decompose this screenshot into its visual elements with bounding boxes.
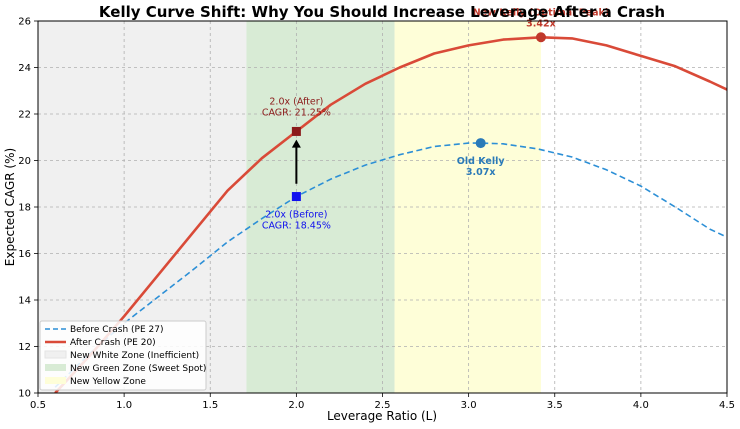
y-tick-label: 16 xyxy=(18,249,31,260)
legend-label-before-crash: Before Crash (PE 27) xyxy=(70,325,164,335)
y-tick-label: 12 xyxy=(18,342,31,353)
x-tick-label: 4.5 xyxy=(719,400,735,411)
y-tick-label: 14 xyxy=(18,296,31,307)
legend-swatch-white-zone xyxy=(44,350,67,359)
y-tick-label: 26 xyxy=(18,17,31,28)
legend: Before Crash (PE 27) After Crash (PE 20)… xyxy=(39,320,207,391)
x-tick-label: 4.0 xyxy=(633,400,649,411)
y-tick-label: 20 xyxy=(18,156,31,167)
marker-label-2: Old Kelly xyxy=(457,156,506,167)
x-tick-label: 0.5 xyxy=(30,400,46,411)
legend-swatch-green-zone xyxy=(45,364,66,371)
x-tick-label: 1.0 xyxy=(116,400,132,411)
marker-layer: 2.0x (After)CAGR: 21.25% 2.0x (Before)CAG… xyxy=(262,7,609,231)
legend-label-green-zone: New Green Zone (Sweet Spot) xyxy=(70,364,206,374)
x-tick-label: 3.5 xyxy=(547,400,563,411)
series-layer xyxy=(54,35,727,393)
y-tick-label: 22 xyxy=(18,110,31,121)
marker-label-1: 2.0x (Before) xyxy=(265,210,327,221)
legend-label-white-zone: New White Zone (Inefficient) xyxy=(70,351,199,361)
x-tick-label: 1.5 xyxy=(202,400,218,411)
chart-title: Kelly Curve Shift: Why You Should Increa… xyxy=(99,3,665,21)
marker-value-label-0: CAGR: 21.25% xyxy=(262,107,331,118)
marker-value-label-1: CAGR: 18.45% xyxy=(262,221,331,232)
legend-label-yellow-zone: New Yellow Zone xyxy=(70,377,146,387)
legend-swatch-yellow-zone xyxy=(45,377,66,384)
x-tick-label: 3.0 xyxy=(461,400,477,411)
marker-value-label-2: 3.07x xyxy=(466,167,496,178)
marker-label-0: 2.0x (After) xyxy=(269,96,323,107)
marker-label-3: New Kelly (Optimal Peak) xyxy=(473,7,610,18)
marker-square-1 xyxy=(291,192,301,202)
x-tick-label: 2.5 xyxy=(375,400,391,411)
marker-circle-3 xyxy=(535,32,546,43)
legend-box xyxy=(39,320,207,391)
marker-circle-2 xyxy=(475,138,486,149)
y-axis-title: Expected CAGR (%) xyxy=(3,148,17,266)
shift-arrow-head xyxy=(291,139,301,148)
x-axis-title: Leverage Ratio (L) xyxy=(327,409,437,423)
series-line-after-crash xyxy=(54,35,727,393)
legend-label-after-crash: After Crash (PE 20) xyxy=(70,338,156,348)
y-tick-label: 10 xyxy=(18,389,31,400)
tick-layer: 0.5 1.0 1.5 2.0 2.5 3.0 3.5 4.0 4.5 10 12 14 16 18 20 2… xyxy=(18,17,735,412)
y-tick-label: 18 xyxy=(18,203,31,214)
series-line-before-crash xyxy=(54,142,727,388)
marker-square-0 xyxy=(291,126,301,136)
x-tick-label: 2.0 xyxy=(288,400,304,411)
marker-value-label-3: 3.42x xyxy=(526,18,556,29)
y-tick-label: 24 xyxy=(18,63,31,74)
